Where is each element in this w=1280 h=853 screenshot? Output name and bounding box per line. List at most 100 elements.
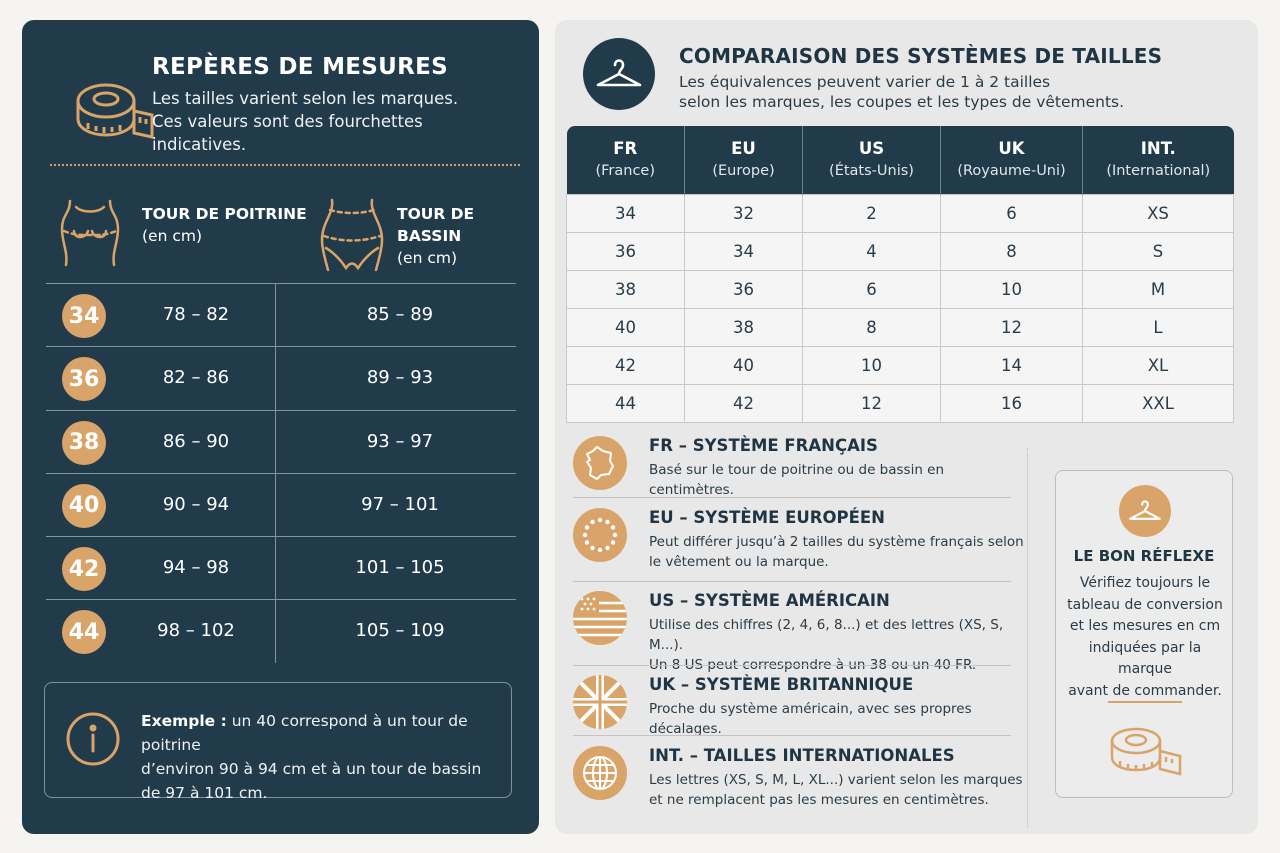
table-cell: 34 xyxy=(566,193,685,233)
table-row: 36 82 – 86 89 – 93 xyxy=(46,346,516,409)
comparison-panel: COMPARAISON DES SYSTÈMES DE TAILLES Les … xyxy=(555,20,1258,834)
system-title: US – SYSTÈME AMÉRICAIN xyxy=(649,591,890,610)
table-cell: 2 xyxy=(802,193,941,233)
divider xyxy=(573,665,1011,666)
table-cell: 12 xyxy=(940,307,1083,347)
table-cell: L xyxy=(1082,307,1234,347)
divider xyxy=(1108,701,1182,703)
size-badge: 34 xyxy=(62,294,106,338)
chest-header-title: TOUR DE POITRINE xyxy=(142,205,307,223)
column-divider xyxy=(275,283,276,663)
hips-value: 101 – 105 xyxy=(355,557,445,579)
table-row: 34 32 2 6 XS xyxy=(566,193,1234,233)
divider xyxy=(573,735,1011,736)
dotted-divider xyxy=(50,164,520,166)
table-row: 42 94 – 98 101 – 105 xyxy=(46,536,516,599)
table-cell: 6 xyxy=(940,193,1083,233)
globe-icon xyxy=(573,746,627,800)
system-description: Peut différer jusqu’à 2 tailles du systè… xyxy=(649,534,1024,570)
right-title: COMPARAISON DES SYSTÈMES DE TAILLES xyxy=(679,44,1163,68)
hips-header-title: BASSIN xyxy=(397,227,462,245)
measurements-panel: REPÈRES DE MESURES Les tailles varient s… xyxy=(22,20,539,834)
table-cell: 42 xyxy=(566,345,685,385)
measuring-tape-icon xyxy=(1110,727,1182,776)
size-badge: 44 xyxy=(62,610,106,655)
chest-value: 90 – 94 xyxy=(162,493,230,515)
system-description: Basé sur le tour de poitrine ou de bassi… xyxy=(649,462,945,498)
table-row: 42 40 10 14 XL xyxy=(566,345,1234,385)
size-badge: 38 xyxy=(62,420,106,465)
table-row: 44 98 – 102 105 – 109 xyxy=(46,599,516,662)
conversion-table: FR (France) EU (Europe) US (États-Unis) UK(… xyxy=(566,126,1234,423)
hips-value: 93 – 97 xyxy=(366,430,434,452)
header-fr: FR (France) xyxy=(566,126,685,194)
system-fr: FR – SYSTÈME FRANÇAIS Basé sur le tour d… xyxy=(573,436,1009,502)
uk-flag-icon xyxy=(573,675,627,729)
table-cell: 44 xyxy=(566,383,685,423)
table-cell: 6 xyxy=(802,269,941,309)
table-cell: 38 xyxy=(566,269,685,309)
table-cell: 16 xyxy=(940,383,1083,423)
table-cell: 14 xyxy=(940,345,1083,385)
example-line: de 97 à 101 cm. xyxy=(141,784,268,802)
france-map-icon xyxy=(573,436,627,490)
hips-column-header: TOUR DE BASSIN (en cm) xyxy=(397,203,474,269)
table-cell: S xyxy=(1082,231,1234,271)
system-eu: EU – SYSTÈME EUROPÉEN Peut différer jusq… xyxy=(573,508,1024,588)
table-row: 36 34 4 8 S xyxy=(566,231,1234,271)
chest-value: 94 – 98 xyxy=(162,557,230,579)
table-cell: 36 xyxy=(566,231,685,271)
table-cell: XL xyxy=(1082,345,1234,385)
system-uk: UK – SYSTÈME BRITANNIQUE Proche du systè… xyxy=(573,675,1009,745)
table-row: 38 86 – 90 93 – 97 xyxy=(46,409,516,473)
eu-flag-icon xyxy=(573,508,627,562)
system-us: US – SYSTÈME AMÉRICAIN Utilise des chiff… xyxy=(573,591,1009,673)
right-subtitle-line: selon les marques, les coupes et les typ… xyxy=(679,93,1125,111)
size-badge: 36 xyxy=(62,357,106,402)
tip-title: LE BON RÉFLEXE xyxy=(1073,547,1215,565)
example-line: un 40 correspond à un tour de poitrine xyxy=(141,712,468,754)
table-row: 44 42 12 16 XXL xyxy=(566,383,1234,423)
table-row: 34 78 – 82 85 – 89 xyxy=(46,283,516,346)
hips-value: 89 – 93 xyxy=(366,367,434,389)
chest-value: 86 – 90 xyxy=(162,430,230,452)
hanger-icon xyxy=(1119,485,1171,537)
us-flag-icon xyxy=(573,591,627,645)
hips-header-unit: (en cm) xyxy=(397,249,458,267)
left-subtitle-line: Les tailles varient selon les marques. xyxy=(152,89,459,108)
system-int: INT. – TAILLES INTERNATIONALES Les lettr… xyxy=(573,746,1023,826)
hips-icon xyxy=(320,198,384,272)
left-title: REPÈRES DE MESURES xyxy=(152,54,449,80)
table-cell: 40 xyxy=(566,307,685,347)
tip-box: LE BON RÉFLEXE Vérifiez toujours le tabl… xyxy=(1055,470,1233,798)
table-row: 40 38 8 12 L xyxy=(566,307,1234,347)
example-text: Exemple : un 40 correspond à un tour de … xyxy=(141,709,501,805)
hanger-icon xyxy=(583,38,655,110)
table-cell: XXL xyxy=(1082,383,1234,423)
table-cell: 32 xyxy=(684,193,803,233)
dotted-divider xyxy=(1027,448,1028,828)
left-subtitle-line: Ces valeurs sont des fourchettes indicat… xyxy=(152,112,423,154)
size-badge: 40 xyxy=(62,483,106,528)
table-cell: XS xyxy=(1082,193,1234,233)
example-box: Exemple : un 40 correspond à un tour de … xyxy=(44,682,512,802)
header-eu: EU (Europe) xyxy=(684,126,803,194)
table-cell: 8 xyxy=(802,307,941,347)
table-cell: 4 xyxy=(802,231,941,271)
chest-column-header: TOUR DE POITRINE (en cm) xyxy=(142,203,307,247)
system-description: Les lettres (XS, S, M, L, XL...) varient… xyxy=(649,772,1023,808)
measurements-table: 34 78 – 82 85 – 89 36 82 – 86 89 – 93 38… xyxy=(46,283,516,663)
table-cell: M xyxy=(1082,269,1234,309)
chest-header-unit: (en cm) xyxy=(142,227,203,245)
chest-value: 82 – 86 xyxy=(162,367,230,389)
bust-icon xyxy=(60,199,120,267)
system-title: FR – SYSTÈME FRANÇAIS xyxy=(649,436,878,455)
table-cell: 10 xyxy=(940,269,1083,309)
system-description: Utilise des chiffres (2, 4, 6, 8...) et … xyxy=(649,617,1004,673)
table-row: 40 90 – 94 97 – 101 xyxy=(46,472,516,536)
system-title: INT. – TAILLES INTERNATIONALES xyxy=(649,746,955,765)
table-cell: 34 xyxy=(684,231,803,271)
measuring-tape-icon xyxy=(76,83,154,139)
header-uk: UK (Royaume-Uni) xyxy=(940,126,1083,194)
chest-value: 78 – 82 xyxy=(162,304,230,325)
